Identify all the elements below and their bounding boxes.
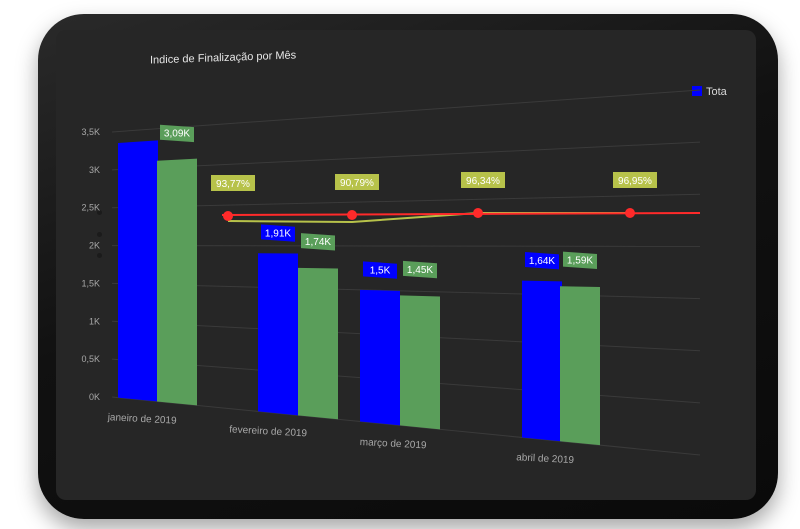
- data-label-box: [403, 260, 437, 279]
- bar-series-2: [298, 267, 338, 420]
- y-tick-label: 0,5K: [81, 354, 100, 364]
- data-label: 1,59K: [567, 256, 593, 267]
- bar-series-2: [157, 158, 197, 406]
- data-label: 1,74K: [305, 237, 331, 248]
- data-label: 3,09K: [164, 129, 190, 140]
- data-label-box: [301, 233, 335, 251]
- line-label-box: [613, 172, 657, 188]
- y-tick-label: 3,5K: [81, 127, 100, 137]
- gridline: [111, 282, 701, 300]
- line-label-box: [211, 175, 255, 191]
- line-point: [473, 208, 483, 218]
- bar-series-2: [560, 286, 600, 446]
- line-point: [625, 208, 635, 218]
- line-label-box: [461, 172, 505, 188]
- line-label-box: [335, 174, 379, 190]
- bar-series-1: [258, 253, 298, 416]
- x-tick-label: janeiro de 2019: [106, 412, 177, 427]
- line-data-label: 96,34%: [466, 176, 500, 187]
- y-tick-label: 1,5K: [81, 278, 100, 288]
- legend-label: Tota: [706, 86, 727, 98]
- bar-series-1: [522, 280, 562, 442]
- legend-swatch: [692, 86, 702, 96]
- data-label-box: [160, 124, 194, 143]
- line-point: [223, 211, 233, 221]
- data-label: 1,45K: [407, 265, 433, 276]
- chart-legend[interactable]: Tota: [692, 86, 727, 98]
- gridline: [111, 141, 701, 171]
- data-label: 1,91K: [265, 228, 291, 239]
- line-data-label: 93,77%: [216, 179, 250, 190]
- gridline: [111, 245, 701, 247]
- y-tick-label: 0K: [89, 392, 100, 402]
- y-tick-label: 3K: [89, 165, 100, 175]
- tablet-side-button: [97, 210, 102, 215]
- gridline: [111, 193, 701, 209]
- line-point: [347, 210, 357, 220]
- x-tick-label: fevereiro de 2019: [229, 424, 308, 439]
- bar-series-1: [118, 140, 158, 402]
- data-label-box: [563, 251, 597, 269]
- bar-series-2: [400, 295, 440, 430]
- data-label: 1,5K: [370, 265, 391, 276]
- tablet-side-button: [97, 253, 102, 258]
- gridline: [111, 89, 701, 133]
- data-label: 1,64K: [529, 256, 555, 267]
- line-data-label: 96,95%: [618, 176, 652, 187]
- y-tick-label: 1K: [89, 316, 100, 326]
- data-label-box: [261, 224, 295, 242]
- x-tick-label: março de 2019: [360, 437, 428, 451]
- x-tick-label: abril de 2019: [516, 452, 575, 466]
- tablet-side-button: [97, 232, 102, 237]
- y-tick-label: 2K: [89, 241, 100, 251]
- data-label-box: [525, 251, 559, 270]
- bar-series-1: [360, 289, 400, 426]
- percentage-line: [221, 212, 701, 216]
- line-data-label: 90,79%: [340, 178, 374, 189]
- data-label-box: [363, 261, 397, 279]
- y-tick-label: 2,5K: [81, 203, 100, 213]
